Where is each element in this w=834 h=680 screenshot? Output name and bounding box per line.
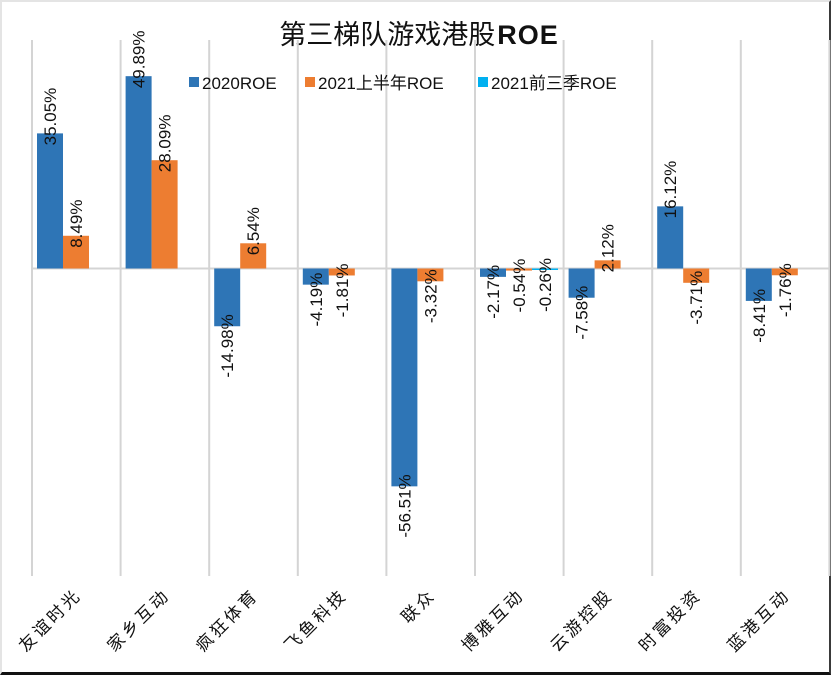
bar xyxy=(125,76,152,269)
data-label: -8.41% xyxy=(750,289,769,343)
category-label: 云游控股 xyxy=(547,585,618,656)
legend-label: 2020ROE xyxy=(202,74,277,93)
legend-label: 2021上半年ROE xyxy=(318,74,444,93)
bar xyxy=(594,260,621,269)
data-label: -56.51% xyxy=(395,474,414,537)
legend-swatch xyxy=(305,77,315,87)
bar xyxy=(214,268,241,327)
data-label: -7.58% xyxy=(573,286,592,340)
legend-item: 2021上半年ROE xyxy=(305,74,444,93)
chart-title-latin: ROE xyxy=(497,20,559,50)
chart-title: 第三梯队游戏港股 ROE xyxy=(279,20,559,51)
bar xyxy=(391,268,418,487)
bar xyxy=(151,160,178,269)
bar xyxy=(480,268,506,277)
legend: 2020ROE 2021上半年ROE 2021前三季ROE xyxy=(189,74,617,93)
data-label: 16.12% xyxy=(661,161,680,219)
data-label: 49.89% xyxy=(130,31,149,89)
category-label: 博雅互动 xyxy=(458,585,529,656)
bar xyxy=(532,268,558,270)
category-label: 蓝港互动 xyxy=(724,585,795,656)
category-label: 飞鱼科技 xyxy=(281,585,352,656)
bar xyxy=(745,268,772,301)
bar xyxy=(328,268,355,276)
data-label: -4.19% xyxy=(307,273,326,327)
category-label: 时富投资 xyxy=(635,585,706,656)
data-labels: 35.05% 49.89% -14.98% -4.19% -56.51% -2.17% -7… xyxy=(41,31,795,538)
data-label: 28.09% xyxy=(156,115,175,173)
data-label: -3.71% xyxy=(687,271,706,325)
data-label: -1.81% xyxy=(333,263,352,317)
bar xyxy=(417,268,444,282)
category-label: 家乡互动 xyxy=(104,585,175,656)
bar xyxy=(506,268,532,271)
bar xyxy=(302,268,329,285)
category-label: 联众 xyxy=(398,585,440,627)
legend-swatch xyxy=(478,77,488,87)
legend-item: 2020ROE xyxy=(189,74,277,93)
bar xyxy=(771,268,798,276)
data-label: -0.54% xyxy=(510,259,529,313)
bar xyxy=(37,133,63,269)
bar xyxy=(240,243,267,269)
bar xyxy=(683,268,710,283)
bar xyxy=(568,268,595,298)
data-label: -2.17% xyxy=(484,265,503,319)
category-label: 疯狂体育 xyxy=(192,585,263,656)
data-label: -3.32% xyxy=(421,269,440,323)
data-label: 35.05% xyxy=(41,88,60,146)
category-axis-labels: 友谊时光 家乡互动 疯狂体育 飞鱼科技 联众 博雅互动 云游控股 时富投资 蓝港互动 xyxy=(15,585,795,656)
legend-label: 2021前三季ROE xyxy=(491,74,617,93)
bars xyxy=(37,76,798,487)
data-label: -14.98% xyxy=(218,314,237,377)
bar xyxy=(657,206,684,269)
data-label: -0.26% xyxy=(536,258,555,312)
data-label: 8.49% xyxy=(67,200,86,248)
legend-swatch xyxy=(189,77,199,87)
data-label: 6.54% xyxy=(244,207,263,255)
category-label: 友谊时光 xyxy=(15,585,86,656)
data-label: 2.12% xyxy=(599,224,618,272)
bar xyxy=(63,235,89,269)
data-label: -1.76% xyxy=(776,263,795,317)
legend-item: 2021前三季ROE xyxy=(478,74,617,93)
